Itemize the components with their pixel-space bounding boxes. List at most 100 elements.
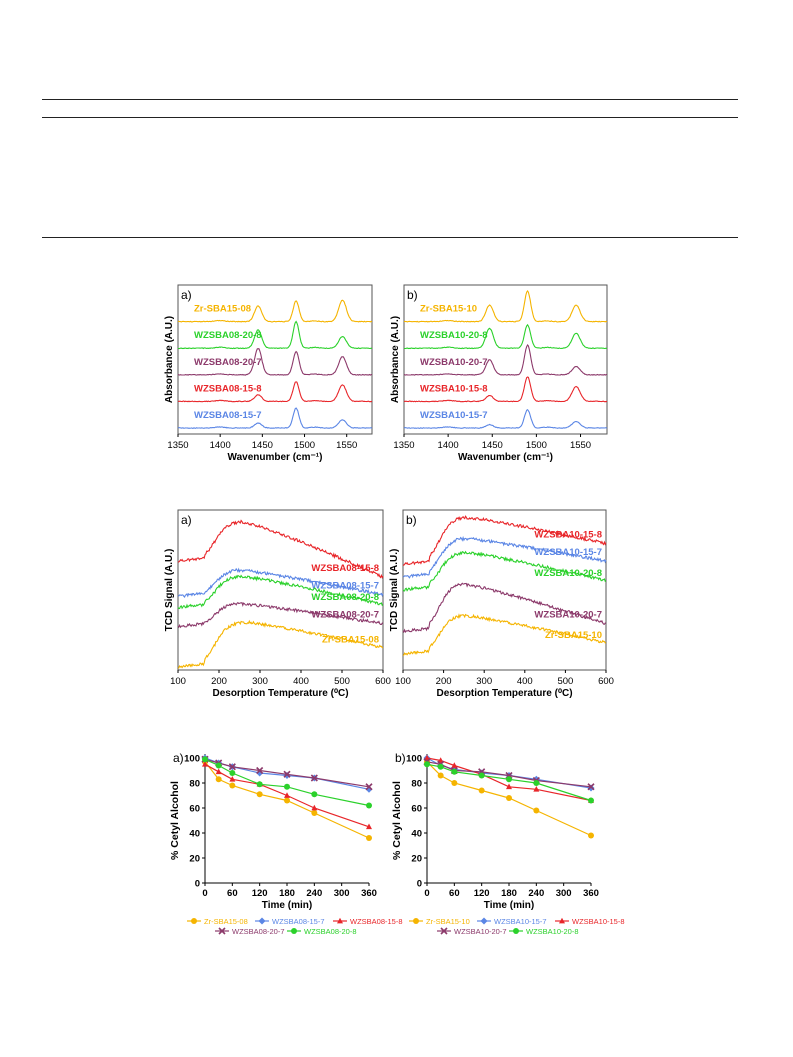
series-label: WZSBA08-15-8 bbox=[194, 383, 262, 394]
data-point bbox=[218, 927, 226, 935]
panel-label: a) bbox=[181, 288, 192, 302]
data-point bbox=[228, 763, 236, 771]
y-axis-label: TCD Signal (A.U.) bbox=[389, 549, 400, 632]
series-label: WZSBA08-20-7 bbox=[311, 610, 379, 621]
x-tick-label: 1550 bbox=[570, 440, 591, 451]
y-axis-label: TCD Signal (A.U.) bbox=[164, 549, 175, 632]
data-point bbox=[256, 781, 263, 788]
x-axis-label: Wavenumber (cm⁻¹) bbox=[458, 452, 553, 463]
x-tick-label: 300 bbox=[252, 676, 268, 687]
x-tick-label: 1400 bbox=[210, 440, 231, 451]
legend-label: WZSBA10-20-8 bbox=[526, 927, 579, 936]
x-tick-label: 1350 bbox=[167, 440, 188, 451]
y-tick-label: 0 bbox=[195, 879, 200, 890]
x-tick-label: 400 bbox=[517, 676, 533, 687]
tpd-trace-WZSBA08-20-8 bbox=[177, 574, 384, 610]
data-point bbox=[256, 791, 263, 798]
data-point bbox=[229, 770, 236, 776]
data-point bbox=[215, 768, 222, 775]
x-axis-label: Time (min) bbox=[484, 900, 534, 911]
legend-label: WZSBA10-15-7 bbox=[494, 917, 547, 926]
y-axis-label: Absorbance (A.U.) bbox=[390, 316, 401, 403]
x-axis-label: Desorption Temperature (⁰C) bbox=[212, 688, 348, 699]
series-label: WZSBA10-15-8 bbox=[534, 530, 602, 541]
x-tick-label: 300 bbox=[556, 888, 572, 899]
chart-tpd_a: a) 100 200 300 400 500 600 Desorption Temperatu… bbox=[164, 509, 391, 699]
data-point bbox=[437, 763, 444, 770]
series-label: Zr-SBA15-10 bbox=[420, 304, 477, 315]
table-top-rule bbox=[42, 99, 738, 100]
tpd-trace-Zr-SBA15-08 bbox=[177, 619, 384, 669]
tpd-trace-WZSBA10-15-8 bbox=[402, 515, 607, 566]
data-point bbox=[311, 810, 318, 816]
y-tick-label: 80 bbox=[411, 779, 422, 790]
series-label: WZSBA08-20-7 bbox=[194, 357, 262, 368]
data-point bbox=[506, 776, 512, 783]
spectrum-WZSBA08-20-7 bbox=[177, 348, 372, 376]
data-point bbox=[311, 804, 318, 811]
legend-label: WZSBA08-20-8 bbox=[304, 927, 357, 936]
series-label: Zr-SBA15-08 bbox=[322, 635, 379, 646]
data-point bbox=[311, 791, 318, 798]
data-point bbox=[191, 918, 197, 924]
panel-label: b) bbox=[395, 751, 406, 765]
x-tick-label: 100 bbox=[395, 676, 411, 687]
x-tick-label: 360 bbox=[361, 888, 377, 899]
spectrum-WZSBA08-20-8 bbox=[177, 320, 373, 350]
data-point bbox=[337, 917, 343, 924]
x-tick-label: 1550 bbox=[336, 440, 357, 451]
x-tick-label: 600 bbox=[375, 676, 391, 687]
series-label: Zr-SBA15-08 bbox=[194, 304, 251, 315]
data-point bbox=[366, 823, 372, 830]
x-tick-label: 0 bbox=[424, 888, 429, 899]
data-point bbox=[202, 756, 208, 763]
data-point bbox=[437, 757, 444, 763]
series-label: WZSBA08-15-8 bbox=[311, 563, 379, 574]
data-point bbox=[533, 786, 540, 792]
x-tick-label: 600 bbox=[598, 676, 614, 687]
legend-label: Zr-SBA15-08 bbox=[204, 917, 248, 926]
data-point bbox=[366, 835, 372, 841]
y-axis-label: Absorbance (A.U.) bbox=[164, 316, 175, 403]
chart-tpd_b: b) 100 200 300 400 500 600 Desorption Temperatu… bbox=[389, 509, 614, 699]
series-label: WZSBA10-20-7 bbox=[420, 357, 488, 368]
data-point bbox=[451, 762, 458, 768]
data-point bbox=[559, 917, 565, 924]
data-point bbox=[215, 762, 222, 769]
series-label: WZSBA08-20-8 bbox=[311, 592, 379, 603]
tpd-trace-WZSBA10-15-7 bbox=[402, 535, 607, 579]
y-axis-label: % Cetyl Alcohol bbox=[391, 781, 403, 860]
x-tick-label: 60 bbox=[449, 888, 460, 899]
data-point bbox=[437, 772, 444, 779]
y-tick-label: 20 bbox=[411, 854, 422, 865]
data-point bbox=[440, 927, 448, 935]
plot-frame bbox=[177, 509, 384, 671]
x-tick-label: 180 bbox=[501, 888, 517, 899]
data-point bbox=[533, 807, 540, 814]
y-tick-label: 0 bbox=[417, 879, 422, 890]
plot-frame bbox=[177, 284, 373, 435]
x-tick-label: 500 bbox=[334, 676, 350, 687]
x-tick-label: 400 bbox=[293, 676, 309, 687]
legend: Zr-SBA15-08 WZSBA08-15-7 WZSBA08-15-8WZSBA… bbox=[187, 917, 403, 936]
data-point bbox=[256, 766, 264, 775]
data-point bbox=[587, 783, 595, 791]
data-point bbox=[366, 802, 372, 809]
series-label: WZSBA08-15-7 bbox=[311, 581, 379, 592]
plot-frame bbox=[403, 284, 608, 435]
spectrum-Zr-SBA15-08 bbox=[177, 299, 373, 323]
data-point bbox=[258, 917, 266, 925]
series-label: WZSBA10-20-8 bbox=[420, 330, 488, 341]
x-tick-label: 0 bbox=[202, 888, 207, 899]
spectrum-WZSBA10-20-7 bbox=[403, 344, 607, 376]
x-tick-label: 240 bbox=[528, 888, 544, 899]
table-header-rule bbox=[42, 117, 738, 118]
x-tick-label: 200 bbox=[211, 676, 227, 687]
x-tick-label: 1400 bbox=[438, 440, 459, 451]
spectrum-WZSBA10-15-7 bbox=[403, 408, 608, 429]
series-label: WZSBA10-15-8 bbox=[420, 383, 488, 394]
y-axis-label: % Cetyl Alcohol bbox=[169, 781, 181, 860]
y-tick-label: 40 bbox=[411, 829, 422, 840]
data-point bbox=[284, 797, 290, 804]
